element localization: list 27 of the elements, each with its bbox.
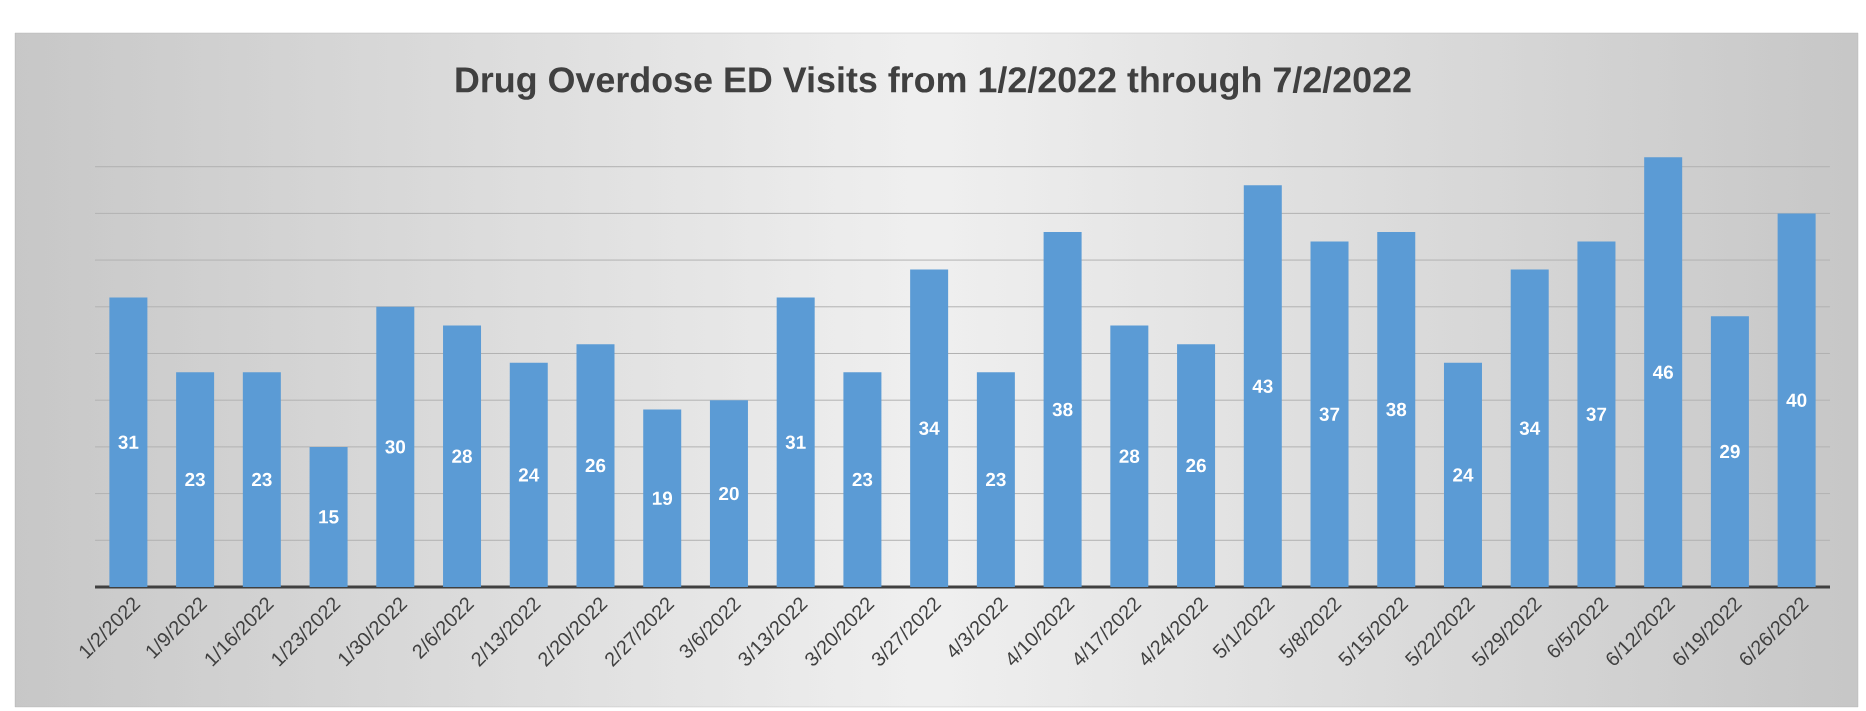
data-label: 37 — [1586, 407, 1607, 421]
data-label: 38 — [1386, 402, 1407, 417]
data-label: 20 — [719, 486, 739, 501]
data-label: 31 — [118, 435, 139, 449]
data-label: 23 — [852, 472, 873, 487]
data-label: 31 — [785, 435, 806, 449]
data-label: 24 — [518, 468, 540, 482]
chart-title: Drug Overdose ED Visits from 1/2/2022 through 7/2/2022 — [456, 66, 1411, 100]
data-label: 28 — [1119, 449, 1140, 463]
data-label: 26 — [585, 458, 606, 473]
data-label: 34 — [919, 421, 940, 435]
data-label: 15 — [319, 510, 339, 524]
data-label: 43 — [1252, 379, 1273, 393]
data-label: 23 — [986, 472, 1006, 487]
data-label: 26 — [1186, 458, 1206, 473]
data-label: 34 — [1519, 421, 1541, 435]
data-label: 28 — [452, 449, 472, 463]
data-label: 23 — [185, 472, 205, 487]
data-label: 38 — [1052, 402, 1073, 417]
data-label: 37 — [1319, 407, 1340, 421]
data-label: 23 — [251, 472, 272, 487]
data-label: 30 — [385, 440, 406, 454]
data-label: 24 — [1453, 468, 1474, 482]
data-label: 19 — [652, 491, 673, 505]
data-label: 29 — [1720, 444, 1740, 459]
data-label: 40 — [1786, 393, 1807, 407]
data-label: 46 — [1652, 365, 1674, 379]
